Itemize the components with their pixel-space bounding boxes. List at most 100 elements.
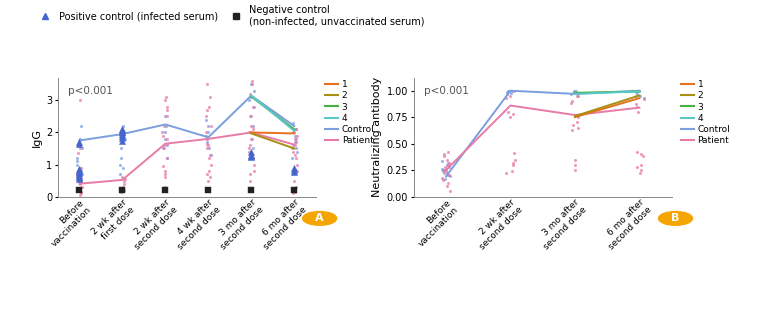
Point bbox=[76, 146, 88, 151]
Point bbox=[634, 94, 646, 99]
Point bbox=[117, 165, 129, 170]
Point bbox=[286, 120, 299, 125]
Point bbox=[200, 130, 212, 135]
Point bbox=[156, 130, 168, 135]
Point bbox=[117, 139, 129, 144]
Point bbox=[289, 189, 301, 194]
Point bbox=[509, 157, 521, 162]
Point bbox=[201, 141, 213, 146]
Text: A: A bbox=[315, 213, 324, 223]
Point bbox=[441, 157, 453, 162]
Point bbox=[442, 160, 454, 165]
Point bbox=[159, 175, 171, 180]
Point bbox=[630, 102, 642, 107]
Point bbox=[73, 169, 86, 174]
Point bbox=[501, 89, 513, 94]
Text: B: B bbox=[672, 213, 679, 223]
Point bbox=[289, 188, 301, 193]
Point bbox=[245, 79, 258, 84]
Point bbox=[118, 181, 130, 186]
Point bbox=[288, 178, 300, 183]
Point bbox=[507, 88, 520, 93]
Point bbox=[502, 110, 514, 115]
Point bbox=[201, 172, 213, 177]
Point bbox=[568, 162, 581, 167]
Point bbox=[290, 136, 303, 141]
Point bbox=[291, 168, 303, 173]
Point bbox=[73, 187, 86, 192]
Point bbox=[507, 162, 520, 167]
Point bbox=[288, 130, 300, 135]
Point bbox=[289, 133, 301, 138]
Point bbox=[635, 168, 648, 173]
Point bbox=[441, 162, 453, 167]
Point bbox=[635, 152, 647, 157]
Point bbox=[436, 167, 449, 172]
Point bbox=[74, 181, 86, 186]
Point bbox=[635, 162, 647, 167]
Point bbox=[506, 88, 518, 93]
Point bbox=[565, 91, 577, 96]
Point bbox=[245, 82, 258, 87]
Point bbox=[158, 146, 171, 151]
Point bbox=[113, 188, 126, 193]
Point bbox=[117, 132, 129, 137]
Point bbox=[246, 136, 259, 141]
Point bbox=[118, 187, 130, 192]
Point bbox=[161, 114, 173, 119]
Point bbox=[247, 124, 259, 129]
Point bbox=[160, 124, 172, 129]
Point bbox=[201, 108, 213, 113]
Point bbox=[115, 146, 127, 151]
Point bbox=[74, 193, 86, 197]
Point bbox=[117, 130, 130, 135]
Point bbox=[117, 124, 129, 129]
Point bbox=[290, 139, 302, 144]
Point bbox=[290, 146, 302, 151]
Point bbox=[75, 165, 87, 170]
Point bbox=[247, 127, 259, 132]
Point bbox=[442, 150, 454, 155]
Point bbox=[205, 95, 217, 100]
Point bbox=[244, 178, 256, 183]
Point bbox=[247, 156, 259, 161]
Point bbox=[245, 95, 257, 100]
Point bbox=[286, 149, 299, 154]
Point bbox=[634, 171, 646, 176]
Point bbox=[502, 88, 514, 93]
Point bbox=[435, 158, 448, 163]
Point bbox=[73, 175, 86, 180]
Point bbox=[199, 117, 212, 122]
Point bbox=[75, 189, 87, 194]
Point bbox=[117, 129, 129, 134]
Point bbox=[71, 175, 83, 180]
Point bbox=[507, 111, 520, 116]
Point bbox=[631, 104, 644, 109]
Point bbox=[75, 168, 87, 173]
Point bbox=[119, 177, 131, 182]
Point bbox=[242, 130, 255, 135]
Point bbox=[71, 170, 83, 175]
Point bbox=[245, 152, 258, 157]
Point bbox=[73, 168, 86, 173]
Point bbox=[566, 127, 578, 132]
Point bbox=[441, 171, 453, 176]
Point bbox=[157, 146, 169, 151]
Point bbox=[569, 157, 581, 162]
Point bbox=[117, 130, 129, 135]
Point bbox=[244, 143, 256, 148]
Point bbox=[117, 134, 129, 139]
Point bbox=[244, 91, 256, 96]
Point bbox=[638, 97, 650, 102]
Point bbox=[571, 90, 584, 95]
Point bbox=[114, 162, 127, 167]
Point bbox=[289, 143, 301, 148]
Point bbox=[567, 89, 580, 94]
Legend: Positive control (infected serum), Negative control
(non-infected, unvaccinated : Positive control (infected serum), Negat… bbox=[36, 5, 425, 27]
Point bbox=[242, 149, 255, 154]
Point bbox=[158, 114, 171, 119]
Point bbox=[507, 160, 520, 165]
Point bbox=[637, 154, 649, 159]
Point bbox=[442, 173, 454, 178]
Point bbox=[286, 156, 298, 161]
